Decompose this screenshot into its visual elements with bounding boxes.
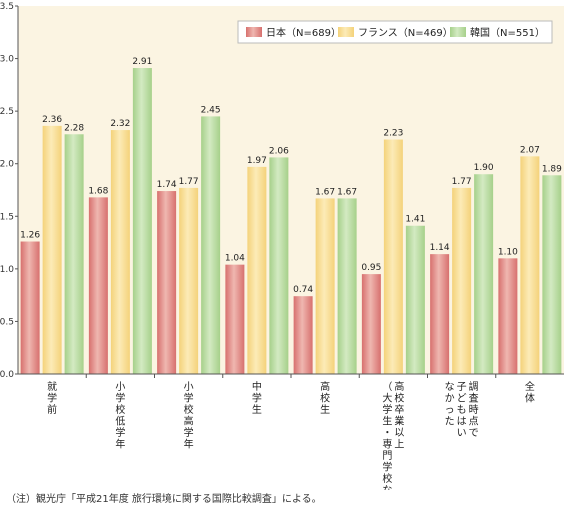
bar xyxy=(64,134,84,374)
y-tick-label: 2.5 xyxy=(0,107,14,117)
bar xyxy=(201,116,221,375)
data-label: 1.90 xyxy=(474,163,494,173)
data-label: 1.10 xyxy=(498,247,518,257)
y-axis-ticks: 0.0 0.5 1.0 1.5 2.0 2.5 3.0 3.5 xyxy=(0,2,18,380)
legend-box xyxy=(237,20,553,44)
y-tick-label: 2.0 xyxy=(0,160,14,170)
legend-label: 韓国（N=551） xyxy=(470,27,545,39)
bar xyxy=(247,166,267,374)
bar xyxy=(179,187,199,374)
data-label: 1.26 xyxy=(20,231,40,241)
legend-label: フランス（N=469） xyxy=(358,27,453,39)
data-label: 1.77 xyxy=(179,177,199,187)
category-label: 全体 xyxy=(525,380,535,405)
category-label: 高校卒業以上（大学生・専門学校など） xyxy=(382,380,404,490)
data-label: 0.95 xyxy=(361,263,381,273)
category-label: 中学生 xyxy=(252,380,262,416)
bar xyxy=(474,174,494,374)
y-tick-label: 1.0 xyxy=(0,265,14,275)
bar xyxy=(42,125,62,374)
data-label: 2.23 xyxy=(383,129,403,139)
category-label: 高校生 xyxy=(320,380,330,416)
y-tick-label: 3.5 xyxy=(0,2,14,12)
y-tick-label: 0.5 xyxy=(0,317,14,327)
category-label: 就学前 xyxy=(47,380,57,416)
y-tick-label: 0.0 xyxy=(0,370,14,380)
category-label: 小学校低学年 xyxy=(115,381,125,451)
bar xyxy=(337,198,357,374)
bar xyxy=(452,187,472,374)
data-label: 0.74 xyxy=(293,285,313,295)
data-label: 2.06 xyxy=(269,146,289,156)
plot-background xyxy=(18,6,564,374)
data-label: 1.68 xyxy=(88,186,108,196)
bar xyxy=(405,225,425,374)
bar xyxy=(315,198,335,374)
data-label: 2.28 xyxy=(64,123,84,133)
data-label: 2.91 xyxy=(132,57,152,67)
bar-chart: 0.0 0.5 1.0 1.5 2.0 2.5 3.0 3.5 1.26 2.362.28 1.6… xyxy=(0,2,564,490)
bar xyxy=(88,197,108,374)
legend: 日本（N=689） フランス（N=469） 韓国（N=551） xyxy=(237,20,553,44)
category-label: 小学校高学年 xyxy=(184,381,194,451)
bar xyxy=(520,156,540,374)
data-labels: 1.262.362.281.682.322.911.74 1.772.451.04… xyxy=(20,57,562,295)
bar xyxy=(542,175,562,374)
data-label: 1.89 xyxy=(542,164,562,174)
bar xyxy=(132,68,152,374)
data-label: 1.41 xyxy=(405,215,425,225)
bar xyxy=(157,191,177,374)
legend-swatch xyxy=(450,27,466,37)
data-label: 1.97 xyxy=(247,156,267,166)
data-label: 2.45 xyxy=(201,105,221,115)
data-label: 1.77 xyxy=(452,177,472,187)
bars xyxy=(20,68,562,375)
bar xyxy=(110,130,130,374)
bar xyxy=(430,254,450,374)
category-labels: 就学前 小学校低学年 小学校高学年 中学生 高校生 高校卒業以上（大学生・専門学校など） 調… xyxy=(47,374,535,490)
data-label: 1.74 xyxy=(157,180,177,190)
bar xyxy=(361,274,381,374)
legend-label: 日本（N=689） xyxy=(266,26,341,39)
data-label: 1.14 xyxy=(430,243,450,253)
data-label: 2.32 xyxy=(110,119,130,129)
data-label: 1.67 xyxy=(337,187,357,197)
y-tick-label: 3.0 xyxy=(0,55,14,65)
y-tick-label: 1.5 xyxy=(0,212,14,222)
data-label: 1.67 xyxy=(315,187,335,197)
bar xyxy=(269,157,289,374)
legend-swatch xyxy=(246,27,262,37)
data-label: 1.04 xyxy=(225,254,245,264)
data-label: 2.07 xyxy=(520,145,540,155)
bar xyxy=(293,296,313,374)
source-note: （注）観光庁「平成21年度 旅行環境に関する国際比較調査」による。 xyxy=(6,494,322,505)
bar xyxy=(225,264,245,374)
category-label: 調査時点で子どもはいなかった xyxy=(445,380,479,439)
data-label: 2.36 xyxy=(42,115,62,125)
bar xyxy=(383,139,403,374)
bar xyxy=(498,258,518,374)
bar xyxy=(20,241,40,374)
legend-swatch xyxy=(338,27,354,37)
